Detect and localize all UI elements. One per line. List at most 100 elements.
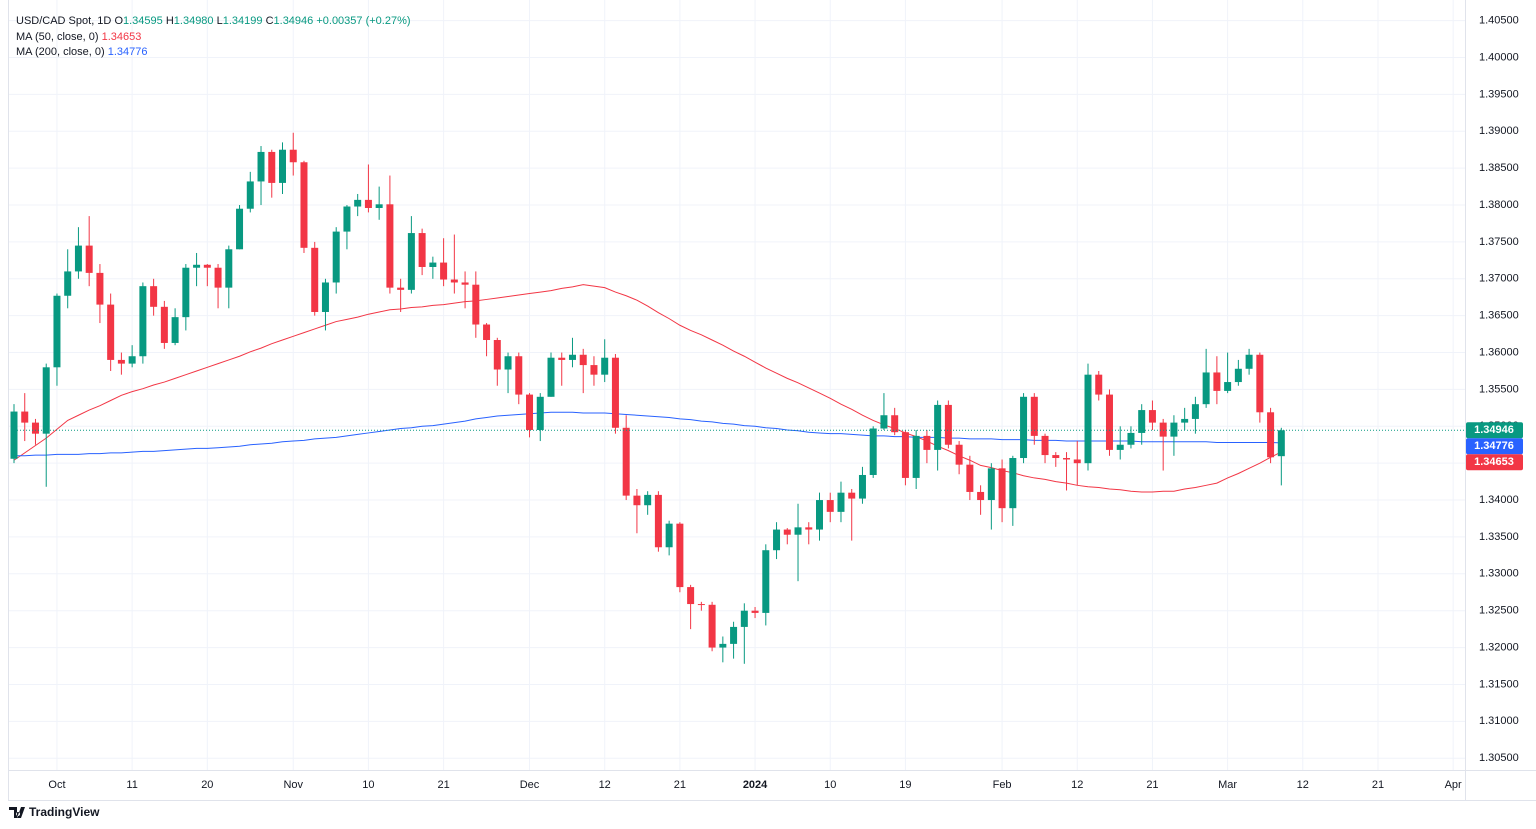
candle-body: [1224, 382, 1232, 391]
candle-body: [321, 282, 329, 312]
y-tick-label: 1.37500: [1479, 236, 1519, 248]
legend: USD/CAD Spot, 1D O1.34595 H1.34980 L1.34…: [16, 15, 411, 58]
candle-body: [1245, 354, 1253, 369]
candle-body: [1170, 422, 1178, 437]
series-name: MA (50, close, 0): [16, 31, 99, 43]
candle-body: [483, 324, 491, 341]
candle-body: [1191, 404, 1199, 419]
candle-body: [816, 500, 823, 530]
candle-body: [53, 295, 61, 368]
candle-body: [407, 233, 415, 290]
candle-body: [654, 494, 662, 548]
candle-body: [923, 435, 931, 450]
candle-body: [96, 272, 104, 305]
candle-body: [386, 204, 394, 288]
candle-body: [10, 411, 18, 459]
candle-body: [977, 491, 985, 501]
candle-body: [364, 199, 372, 208]
price-tag-label: 1.34946: [1474, 424, 1514, 436]
y-tick-label: 1.31000: [1479, 715, 1519, 727]
candle-body: [354, 199, 362, 207]
quote-key: C: [266, 15, 274, 27]
candle-body: [515, 356, 523, 395]
candle-body: [1138, 410, 1146, 433]
candle-body: [762, 550, 770, 613]
candle-body: [214, 267, 222, 288]
candle-body: [1277, 430, 1285, 457]
candle-body: [1009, 458, 1017, 509]
y-tick-label: 1.33000: [1479, 568, 1519, 580]
candle-body: [644, 494, 652, 506]
candle-body: [934, 404, 942, 450]
y-tick-label: 1.35500: [1479, 383, 1519, 395]
candle-body: [773, 529, 781, 551]
x-tick-label: Apr: [1445, 779, 1462, 791]
y-tick-label: 1.36500: [1479, 310, 1519, 322]
y-tick-label: 1.32000: [1479, 641, 1519, 653]
candle-body: [676, 523, 684, 588]
candle-body: [268, 151, 276, 183]
candle-body: [300, 162, 308, 248]
candle-body: [794, 527, 802, 535]
x-tick-label: 20: [201, 779, 213, 791]
price-tag: [1466, 438, 1523, 455]
candle-body: [1256, 354, 1264, 413]
candle-body: [966, 464, 974, 492]
moving-average-line: [13, 284, 1282, 493]
candle-body: [1052, 455, 1060, 459]
price-tag-label: 1.34776: [1474, 440, 1514, 452]
axes: 1.40500 1.40000 1.39500 1.39000 1.38500 1.380…: [48, 15, 1523, 791]
candle-body: [622, 427, 630, 496]
candle-body: [375, 204, 383, 208]
price-tag: [1466, 422, 1523, 439]
quote-value: 1.34595: [123, 15, 163, 27]
candle-body: [225, 249, 233, 288]
candle-body: [536, 396, 544, 430]
quote-value: 1.34946: [274, 15, 314, 27]
candle-body: [493, 340, 501, 370]
candle-body: [311, 247, 319, 312]
x-tick-label: Oct: [48, 779, 65, 791]
candle-body: [858, 474, 866, 499]
candle-body: [203, 264, 211, 268]
y-tick-label: 1.30500: [1479, 752, 1519, 764]
price-tag-label: 1.34653: [1474, 456, 1514, 468]
candle-body: [740, 610, 748, 627]
candle-body: [687, 587, 695, 605]
candle-body: [837, 492, 845, 512]
series-last-value: 1.34653: [102, 31, 142, 43]
candle-body: [74, 245, 82, 272]
candle-body: [504, 356, 512, 370]
y-tick-label: 1.32500: [1479, 605, 1519, 617]
candle-body: [418, 233, 426, 267]
y-tick-label: 1.36000: [1479, 346, 1519, 358]
x-tick-label: 12: [1297, 779, 1309, 791]
x-tick-label: 21: [437, 779, 449, 791]
y-tick-label: 1.37000: [1479, 273, 1519, 285]
candle-body: [117, 359, 125, 364]
candle-body: [128, 356, 136, 364]
candle-body: [472, 284, 480, 325]
candle-body: [611, 357, 619, 428]
candle-body: [279, 149, 286, 183]
legend-row: MA (50, close, 0) 1.34653: [16, 31, 141, 43]
candle-body: [987, 468, 995, 501]
y-tick-label: 1.31500: [1479, 678, 1519, 690]
candle-body: [558, 357, 566, 360]
candle-body: [1030, 396, 1038, 436]
candle-body: [85, 245, 93, 273]
candle-body: [665, 523, 673, 548]
candle-body: [1073, 459, 1081, 464]
candle-body: [590, 365, 598, 375]
candle-body: [869, 428, 877, 475]
candle-body: [1159, 422, 1167, 437]
change: +0.00357: [316, 15, 362, 27]
candle-body: [805, 527, 813, 530]
candle-body: [461, 282, 469, 285]
quote-key: O: [114, 15, 123, 27]
candle-body: [1267, 412, 1275, 458]
candle-body: [1020, 396, 1028, 459]
candle-body: [1041, 435, 1049, 456]
y-tick-label: 1.40500: [1479, 15, 1519, 27]
